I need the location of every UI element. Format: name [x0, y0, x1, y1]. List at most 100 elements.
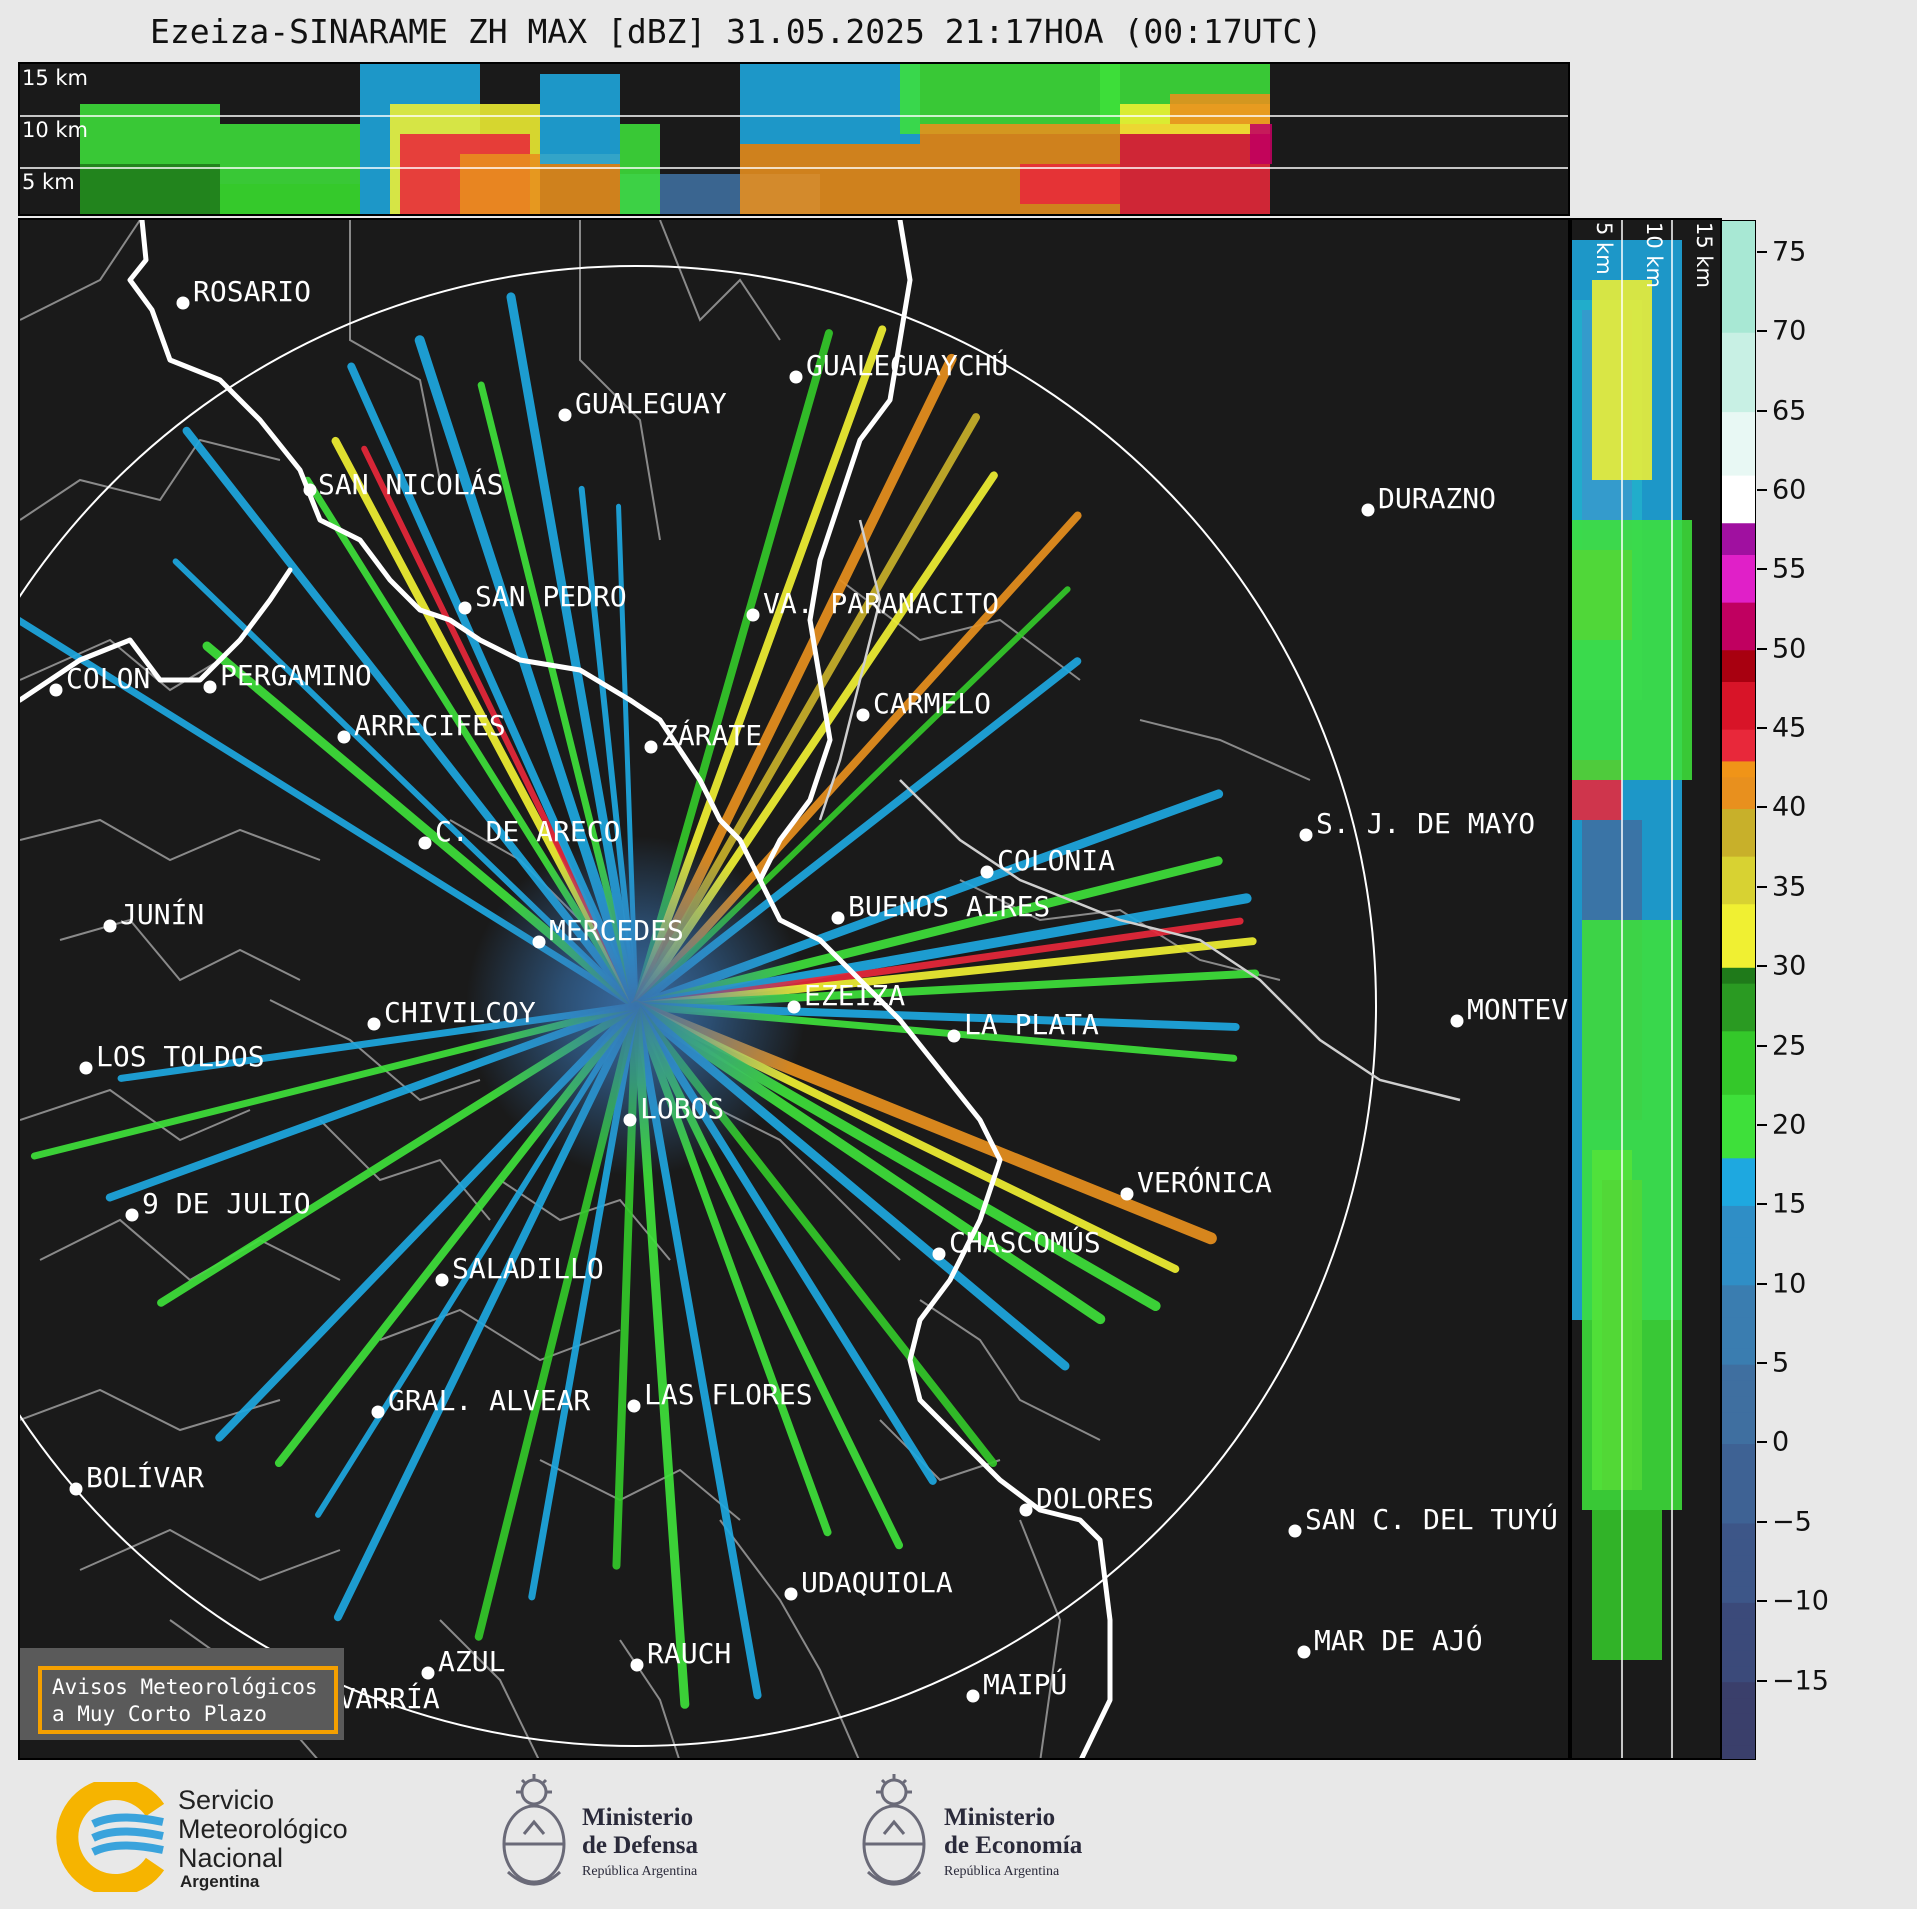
colorbar-segment	[1722, 236, 1755, 254]
cross-section-echo	[1572, 520, 1692, 780]
city-label: LA PLATA	[964, 1008, 1099, 1041]
city-marker	[789, 370, 803, 384]
cross-section-echo	[1120, 124, 1270, 214]
colorbar-segment	[1722, 1332, 1755, 1349]
colorbar-segment	[1722, 951, 1755, 968]
city-marker	[79, 1061, 93, 1075]
cross-section-echo	[1170, 94, 1270, 124]
colorbar-segment	[1722, 1570, 1755, 1587]
ground-clutter-area	[466, 836, 806, 1176]
city-label: DOLORES	[1036, 1482, 1155, 1515]
city-marker	[746, 608, 760, 622]
colorbar-segment	[1722, 1554, 1755, 1572]
border-line	[20, 438, 281, 521]
colorbar-tick-label: −10	[1772, 1585, 1829, 1617]
border-line	[39, 1218, 341, 1282]
colorbar-tick	[1757, 1441, 1767, 1444]
colorbar-tick-label: 10	[1772, 1268, 1807, 1300]
colorbar-segment	[1722, 316, 1755, 333]
city-marker	[1299, 828, 1313, 842]
colorbar-tick-label: 75	[1772, 236, 1807, 268]
colorbar-segment	[1722, 1729, 1755, 1746]
river-line	[818, 519, 882, 821]
colorbar-tick	[1757, 1600, 1767, 1603]
border-line	[839, 579, 1081, 681]
colorbar-segment	[1722, 538, 1755, 556]
city-marker	[1297, 1645, 1311, 1659]
colorbar-tick	[1757, 1123, 1767, 1126]
colorbar-segment	[1722, 744, 1755, 762]
border-line	[919, 1299, 1101, 1441]
coastline	[20, 567, 293, 703]
colorbar-tick	[1757, 965, 1767, 968]
colorbar-segment	[1722, 1094, 1755, 1111]
colorbar-segment	[1722, 998, 1755, 1016]
colorbar-tick-label: −15	[1772, 1665, 1829, 1697]
side-cross-section-plot	[1572, 220, 1692, 1758]
city-marker	[784, 1587, 798, 1601]
colorbar	[1721, 220, 1756, 1760]
colorbar-segment	[1722, 919, 1755, 937]
border-line	[20, 638, 221, 692]
height-label-10km: 10 km	[22, 118, 89, 142]
city-marker	[630, 1658, 644, 1672]
colorbar-segment	[1722, 459, 1755, 476]
border-line	[879, 1419, 1001, 1482]
city-label: JUNÍN	[120, 898, 205, 931]
city-label: AZUL	[438, 1645, 506, 1678]
colorbar-segment	[1722, 1506, 1755, 1524]
radar-map-panel: ROSARIO GUALEGUAYCHÚ GUALEGUAY SAN NICOLÁS D…	[18, 218, 1570, 1760]
colorbar-segment	[1722, 633, 1755, 651]
colorbar-segment	[1722, 713, 1755, 730]
city-label: MAR DE AJÓ	[1314, 1624, 1483, 1657]
notice-frame: Avisos Meteorológicos a Muy Corto Plazo	[38, 1666, 338, 1734]
colorbar-tick	[1757, 806, 1767, 809]
city-marker	[371, 1405, 385, 1419]
colorbar-segment	[1722, 697, 1755, 714]
cross-section-echo	[900, 64, 1120, 134]
top-cross-section-plot	[20, 64, 1568, 214]
notice-line-1: Avisos Meteorológicos	[52, 1675, 318, 1699]
city-marker	[1361, 503, 1375, 517]
city-marker	[303, 483, 317, 497]
city-marker	[203, 680, 217, 694]
colorbar-segment	[1722, 1395, 1755, 1413]
colorbar-tick	[1757, 647, 1767, 650]
colorbar-tick-label: 55	[1772, 553, 1807, 585]
colorbar-segment	[1722, 506, 1755, 524]
radar-range-ring	[20, 265, 1377, 1747]
city-label: UDAQUIOLA	[801, 1566, 953, 1599]
side-height-label-5km: 5 km	[1592, 222, 1616, 275]
colorbar-tick-label: 35	[1772, 871, 1807, 903]
colorbar-segment	[1722, 1649, 1755, 1667]
city-marker	[623, 1113, 637, 1127]
colorbar-segment	[1722, 475, 1755, 492]
city-label: LAS FLORES	[644, 1378, 813, 1411]
colorbar-tick	[1757, 1520, 1767, 1523]
colorbar-segment	[1722, 586, 1755, 603]
colorbar-segment	[1722, 1348, 1755, 1365]
city-label: LOS TOLDOS	[96, 1040, 265, 1073]
colorbar-tick-label: 45	[1772, 712, 1807, 744]
city-label: SAN PEDRO	[475, 580, 627, 613]
colorbar-segment	[1722, 570, 1755, 587]
city-marker	[337, 730, 351, 744]
border-line	[20, 220, 141, 321]
cross-section-echo	[740, 64, 920, 144]
colorbar-segment	[1722, 252, 1755, 270]
city-label: CHIVILCOY	[384, 996, 536, 1029]
city-label: ROSARIO	[193, 275, 312, 308]
colorbar-segment	[1722, 1618, 1755, 1635]
border-line	[719, 1519, 860, 1758]
colorbar-segment	[1722, 1221, 1755, 1238]
border-line	[1139, 719, 1311, 781]
border-line	[579, 220, 661, 541]
colorbar-segment	[1722, 1697, 1755, 1714]
city-label: LOBOS	[640, 1092, 725, 1125]
colorbar-segment	[1722, 363, 1755, 381]
cross-section-echo	[740, 144, 920, 214]
radar-map	[20, 220, 1461, 1758]
border-line	[79, 1528, 341, 1582]
colorbar-tick-label: 30	[1772, 950, 1807, 982]
city-marker	[103, 919, 117, 933]
